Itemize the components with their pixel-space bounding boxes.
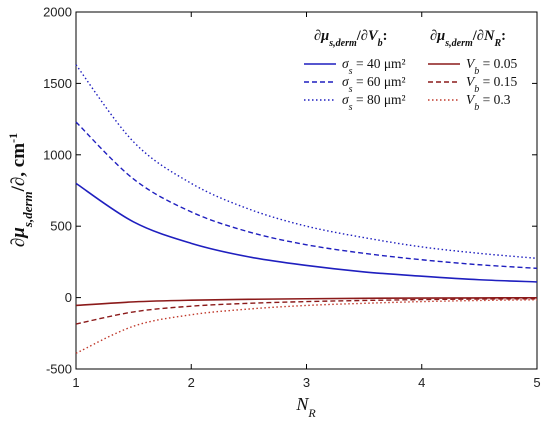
y-tick-label: 2000 <box>43 5 72 20</box>
x-tick-label: 2 <box>188 375 195 390</box>
x-axis-label: NR <box>295 394 316 420</box>
plot-area <box>75 11 538 370</box>
legend-label-1: σs = 60 μm² <box>342 74 406 95</box>
y-axis-label: ∂μs,derm/∂, cm-1 <box>6 133 35 247</box>
legend-title-1: ∂μs,derm/∂NR: <box>430 28 506 49</box>
legend-label-2: σs = 80 μm² <box>342 92 406 113</box>
series-line-2 <box>75 64 538 260</box>
y-tick-label: 1500 <box>43 76 72 91</box>
x-tick-label: 4 <box>418 375 425 390</box>
series-line-0 <box>75 182 538 283</box>
legend-label-5: Vb = 0.3 <box>466 92 511 113</box>
legend-label-3: Vb = 0.05 <box>466 56 517 77</box>
y-tick-label: 1000 <box>43 147 72 162</box>
series-line-1 <box>75 121 538 270</box>
x-tick-label: 1 <box>72 375 79 390</box>
series-line-4 <box>75 298 538 325</box>
y-tick-label: 0 <box>65 290 72 305</box>
x-tick-label: 3 <box>303 375 310 390</box>
series-line-5 <box>75 299 538 354</box>
y-tick-label: 500 <box>50 219 72 234</box>
y-tick-label: -500 <box>46 362 72 377</box>
series-line-3 <box>75 296 538 307</box>
legend-title-0: ∂μs,derm/∂Vb: <box>314 28 387 49</box>
legend-label-4: Vb = 0.15 <box>466 74 517 95</box>
x-tick-label: 5 <box>533 375 540 390</box>
legend-label-0: σs = 40 μm² <box>342 56 406 77</box>
